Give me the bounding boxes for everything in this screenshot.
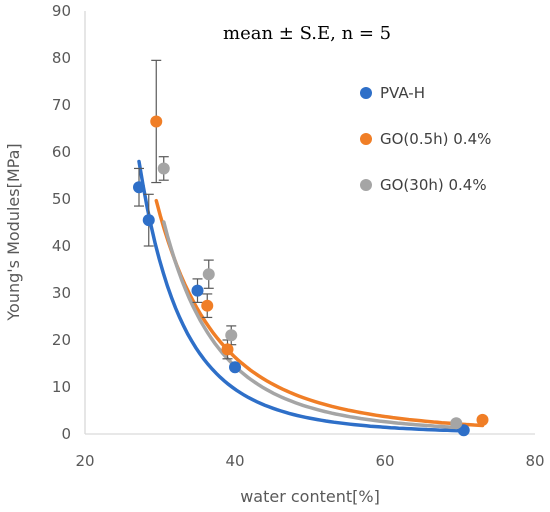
tick-labels: 20 40 60 80 0 10 20 30 40 50 60 70 80 90: [52, 2, 545, 470]
data-point: [476, 413, 489, 426]
y-tick-label: 30: [52, 284, 71, 302]
x-axis-title: water content[%]: [240, 487, 380, 506]
y-axis-title: Young's Modules[MPa]: [4, 143, 23, 321]
data-point: [229, 361, 241, 374]
legend-label-1: PVA-H: [380, 84, 425, 102]
y-tick-label: 20: [52, 331, 71, 349]
y-tick-label: 50: [52, 190, 71, 208]
trendline-3: [162, 220, 459, 430]
data-points: [133, 115, 489, 437]
legend-marker-1: [360, 87, 372, 99]
x-tick-label: 20: [75, 452, 94, 470]
y-tick-label: 70: [52, 96, 71, 114]
data-point: [450, 417, 463, 430]
y-tick-label: 0: [61, 425, 71, 443]
error-bars: [134, 59, 237, 360]
y-tick-label: 90: [52, 2, 71, 20]
data-point: [150, 115, 163, 128]
trendline-1: [137, 159, 466, 433]
y-tick-label: 80: [52, 49, 71, 67]
y-tick-label: 60: [52, 143, 71, 161]
data-point: [201, 299, 214, 312]
data-point: [202, 268, 215, 281]
y-tick-label: 10: [52, 378, 71, 396]
x-tick-label: 80: [525, 452, 544, 470]
data-point: [142, 214, 155, 227]
trendlines: [137, 159, 485, 433]
data-point: [457, 424, 470, 437]
legend: PVA-H GO(0.5h) 0.4% GO(30h) 0.4%: [360, 84, 491, 194]
legend-label-3: GO(30h) 0.4%: [380, 176, 487, 194]
x-tick-label: 60: [375, 452, 394, 470]
data-point: [191, 284, 204, 297]
legend-marker-3: [360, 179, 372, 191]
data-point: [157, 162, 170, 175]
chart-annotation: mean ± S.E, n = 5: [223, 23, 391, 44]
data-point: [133, 181, 145, 194]
x-tick-label: 40: [225, 452, 244, 470]
trendline-2: [154, 198, 485, 428]
data-point: [221, 343, 234, 356]
legend-marker-2: [360, 133, 372, 145]
data-point: [225, 329, 238, 342]
y-tick-label: 40: [52, 237, 71, 255]
legend-label-2: GO(0.5h) 0.4%: [380, 130, 491, 148]
